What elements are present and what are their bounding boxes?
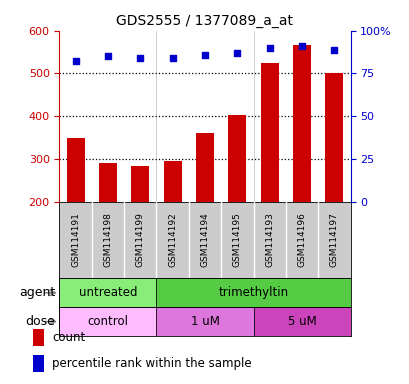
Text: GSM114195: GSM114195	[232, 213, 241, 267]
Bar	[253, 307, 350, 336]
Text: GSM114198: GSM114198	[103, 213, 112, 267]
Text: trimethyltin: trimethyltin	[218, 286, 288, 299]
Title: GDS2555 / 1377089_a_at: GDS2555 / 1377089_a_at	[116, 14, 293, 28]
Bar	[156, 278, 350, 307]
Point	[169, 55, 175, 61]
Text: control: control	[87, 315, 128, 328]
Text: agent: agent	[19, 286, 55, 299]
Point	[330, 46, 337, 53]
Bar	[292, 45, 310, 202]
Text: count: count	[52, 331, 85, 344]
Bar	[228, 115, 246, 202]
Bar	[260, 63, 278, 202]
Bar	[33, 356, 44, 372]
Text: GSM114194: GSM114194	[200, 213, 209, 267]
Bar	[163, 161, 181, 202]
Bar	[131, 166, 149, 202]
Point	[266, 45, 272, 51]
Text: dose: dose	[25, 315, 55, 328]
Text: GSM114197: GSM114197	[329, 213, 338, 267]
Bar	[59, 278, 156, 307]
Point	[137, 55, 143, 61]
Text: GSM114192: GSM114192	[168, 213, 177, 267]
Text: 1 uM: 1 uM	[190, 315, 219, 328]
Point	[201, 51, 208, 58]
Point	[298, 43, 305, 49]
Bar	[67, 138, 84, 202]
Bar	[99, 163, 117, 202]
Bar	[196, 133, 213, 202]
Bar	[59, 307, 156, 336]
Text: percentile rank within the sample: percentile rank within the sample	[52, 358, 252, 370]
Text: untreated: untreated	[79, 286, 137, 299]
Bar	[325, 73, 342, 202]
Text: GSM114191: GSM114191	[71, 213, 80, 267]
Bar	[33, 329, 44, 346]
Text: GSM114196: GSM114196	[297, 213, 306, 267]
Text: 5 uM: 5 uM	[287, 315, 316, 328]
Text: GSM114199: GSM114199	[135, 213, 144, 267]
Point	[72, 58, 79, 65]
Text: GSM114193: GSM114193	[265, 213, 274, 267]
Point	[104, 53, 111, 60]
Bar	[156, 307, 253, 336]
Point	[234, 50, 240, 56]
